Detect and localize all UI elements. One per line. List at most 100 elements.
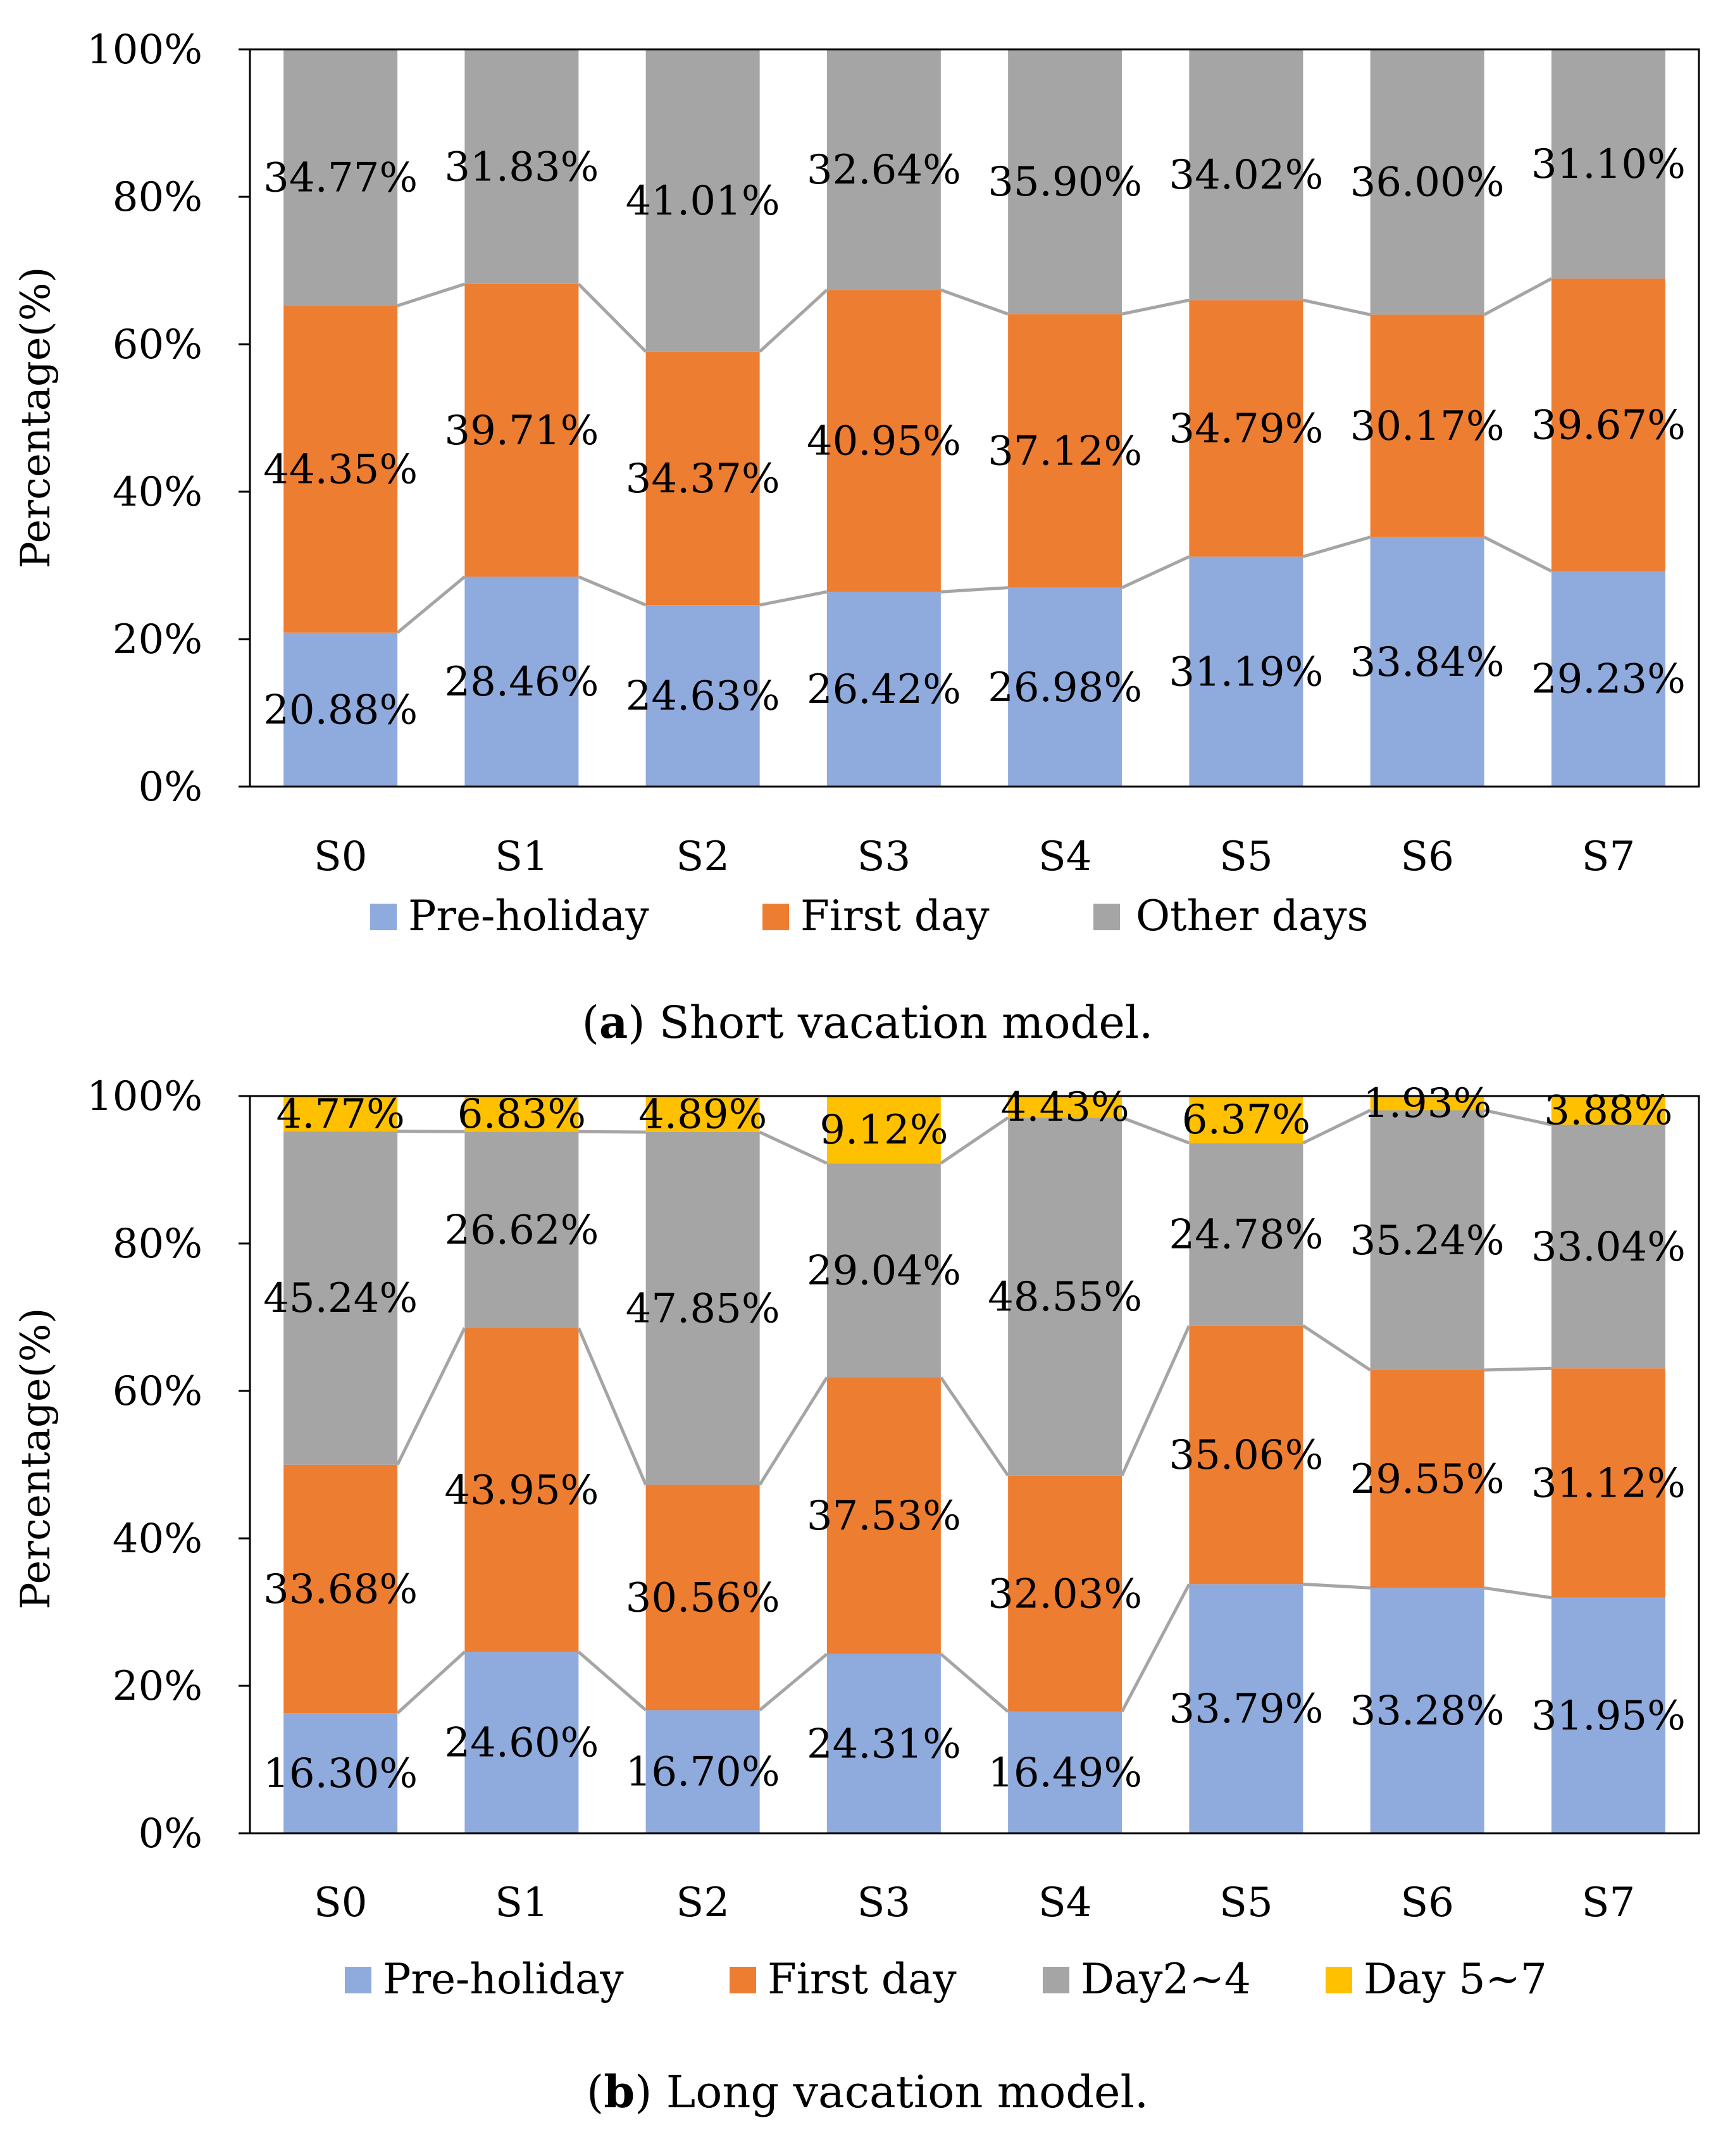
data-label-day-5-7-s3: 9.12% [819,1107,948,1154]
bar-first-day-s6 [1370,1370,1484,1588]
data-label-other-days-s7: 31.10% [1531,141,1686,188]
bar-day-5-7-s3 [826,1096,941,1164]
x-tick-label-s7: S7 [1582,833,1636,880]
data-label-other-days-s6: 36.00% [1350,159,1505,206]
data-label-day2-4-s2: 47.85% [626,1286,780,1333]
data-label-day2-4-s4: 48.55% [988,1274,1142,1321]
x-tick-label-s0: S0 [314,1879,368,1926]
bar-day2-4-s2 [645,1131,760,1485]
series-line-pre-holiday [396,1650,466,1714]
panel-label: b [604,2066,635,2118]
chart-panel-long-vacation: 16.30% 24.60% 16.70% 24.31% 16.49% 33.79% 33.2… [13,1073,1700,2118]
plot-frame [249,1095,1700,1835]
bar-day-5-7-s7 [1551,1096,1665,1125]
legend-swatch-day-5-7 [1326,1967,1352,1993]
y-tick-label: 80% [113,1221,202,1268]
series-line-day2-4 [1484,1109,1552,1126]
chart-panel-short-vacation: 20.88% 28.46% 24.63% 26.42% 26.98% 31.19% 33.8… [13,27,1700,1049]
bar-pre-holiday-s2 [645,1710,760,1833]
bar-other-days-s4 [1008,49,1122,315]
x-tick-label-s6: S6 [1400,1879,1454,1926]
series-line-pre-holiday [1484,1586,1552,1600]
data-label-pre-holiday-s0: 16.30% [263,1750,418,1797]
bar-first-day-s3 [826,1377,941,1654]
series-line-first-day [395,1327,466,1466]
data-label-day-5-7-s1: 6.83% [457,1091,586,1138]
y-axis-title: Percentage(%) [13,266,59,568]
data-label-other-days-s0: 34.77% [263,155,418,202]
x-tick-label-s3: S3 [857,833,911,880]
legend-label-first-day: First day [768,1955,957,2003]
series-line-pre-holiday [396,575,466,634]
bar-first-day-s1 [464,284,579,577]
data-label-day2-4-s7: 33.04% [1531,1224,1686,1271]
series-line-day2-4 [397,1130,465,1133]
bar-first-day-s4 [1008,1475,1122,1712]
bar-day-5-7-s2 [645,1096,760,1132]
data-label-pre-holiday-s7: 29.23% [1531,656,1686,703]
legend-label-day-5-7: Day 5~7 [1364,1955,1547,2003]
bar-pre-holiday-s3 [826,592,941,787]
x-tick-label-s5: S5 [1219,833,1273,880]
data-label-pre-holiday-s2: 16.70% [626,1749,780,1796]
legend-swatch-pre-holiday [370,904,397,930]
data-label-first-day-s0: 44.35% [263,446,418,493]
bar-first-day-s5 [1189,1325,1303,1585]
bar-pre-holiday-s4 [1008,587,1122,787]
caption-close-paren: ) [628,997,659,1049]
bar-day2-4-s6 [1370,1110,1484,1371]
bar-pre-holiday-s1 [464,1652,579,1833]
data-label-pre-holiday-s1: 28.46% [444,659,599,706]
data-label-first-day-s6: 29.55% [1350,1456,1505,1503]
bar-pre-holiday-s5 [1189,556,1303,787]
y-tick-label: 40% [113,1516,202,1562]
data-label-other-days-s1: 31.83% [444,144,599,190]
caption-text: Short vacation model. [659,997,1154,1049]
bar-day2-4-s3 [826,1163,941,1378]
y-tick-label: 100% [87,27,202,73]
series-line-first-day [1484,1366,1552,1372]
legend-swatch-other-days [1093,904,1120,930]
data-label-other-days-s5: 34.02% [1169,152,1323,199]
bar-pre-holiday-s4 [1008,1711,1122,1833]
data-label-pre-holiday-s3: 26.42% [807,666,961,713]
bar-other-days-s7 [1551,49,1665,279]
series-line-pre-holiday [940,586,1009,594]
data-label-pre-holiday-s6: 33.84% [1350,639,1505,686]
legend-label-pre-holiday: Pre-holiday [408,892,649,940]
bar-other-days-s1 [464,49,579,284]
bar-day-5-7-s1 [464,1096,579,1132]
data-label-first-day-s1: 43.95% [444,1467,599,1514]
series-line-first-day [1483,277,1553,316]
bar-first-day-s0 [283,1464,398,1714]
series-line-pre-holiday [577,1650,647,1712]
data-label-first-day-s2: 30.56% [626,1574,780,1621]
data-label-first-day-s2: 34.37% [626,456,780,502]
bar-pre-holiday-s7 [1551,571,1665,787]
bar-other-days-s6 [1370,49,1484,315]
data-label-day-5-7-s7: 3.88% [1544,1088,1672,1135]
bar-day2-4-s4 [1008,1118,1122,1476]
series-line-first-day [940,288,1009,316]
data-label-day2-4-s3: 29.04% [807,1247,961,1294]
x-tick-label-s1: S1 [495,833,549,880]
series-line-first-day [758,289,828,353]
series-line-day2-4 [578,1130,646,1134]
legend-swatch-first-day [730,1967,756,1993]
y-tick-label: 20% [113,1663,202,1710]
data-label-other-days-s2: 41.01% [626,178,780,225]
series-line-pre-holiday [1483,535,1553,573]
y-axis-title: Percentage(%) [13,1307,59,1609]
bar-day-5-7-s5 [1189,1096,1303,1143]
series-line-first-day [758,1376,828,1486]
bar-first-day-s0 [283,306,398,633]
bar-day-5-7-s4 [1008,1096,1122,1118]
bar-first-day-s7 [1551,1368,1665,1598]
data-label-pre-holiday-s7: 31.95% [1531,1693,1686,1740]
bar-other-days-s2 [645,49,760,352]
x-tick-label-s2: S2 [676,1879,730,1926]
bar-first-day-s1 [464,1328,579,1652]
data-label-pre-holiday-s5: 33.79% [1169,1686,1323,1733]
y-tick-label: 40% [113,469,202,516]
legend-swatch-day2-4 [1043,1967,1069,1993]
